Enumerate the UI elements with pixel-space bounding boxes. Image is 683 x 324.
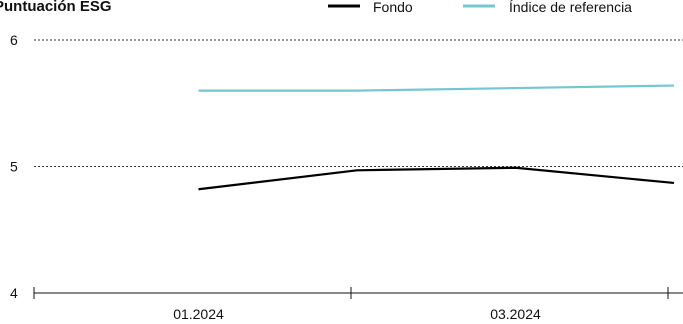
legend-label-fondo: Fondo	[373, 0, 413, 15]
y-tick-label: 5	[10, 159, 18, 175]
x-axis: 01.2024 03.2024	[33, 287, 683, 322]
series-line-benchmark	[198, 84, 675, 92]
x-tick-label: 03.2024	[490, 306, 541, 322]
series-line-fondo	[198, 166, 675, 191]
legend: Fondo Índice de referencia	[328, 0, 632, 15]
y-axis-ticks: 4 5 6	[10, 32, 18, 301]
grid-lines	[34, 39, 683, 167]
x-tick-label: 01.2024	[173, 306, 224, 322]
chart-title: Puntuación ESG	[0, 0, 112, 15]
y-tick-label: 6	[10, 32, 18, 48]
series-lines	[198, 84, 675, 191]
legend-label-benchmark: Índice de referencia	[509, 0, 632, 15]
y-tick-label: 4	[10, 285, 18, 301]
